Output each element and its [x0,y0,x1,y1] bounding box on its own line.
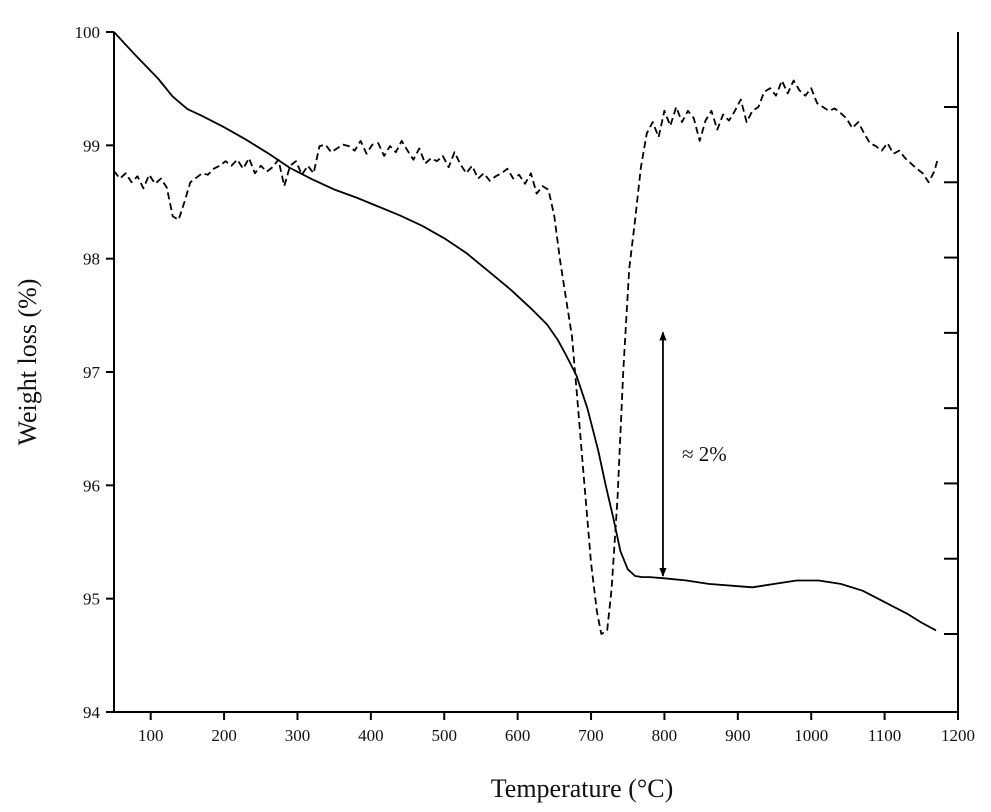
y-axis-title: Weight loss (%) [13,279,42,446]
x-tick-label: 900 [725,726,751,745]
x-tick-label: 1000 [794,726,828,745]
annotation-label: ≈ 2% [682,442,727,466]
dtg-dashed-line [113,79,939,635]
y-tick-label: 95 [83,590,100,609]
x-tick-label: 400 [358,726,384,745]
x-tick-label: 600 [505,726,531,745]
x-tick-label: 300 [285,726,311,745]
x-tick-label: 100 [138,726,164,745]
y-tick-label: 100 [75,23,101,42]
y-tick-label: 96 [83,476,100,495]
tg-solid-line [113,31,937,632]
annotations: ≈ 2% [659,331,727,577]
ticks: 100 200 300 400 500 600 700 800 900 1000 1100 1200 9… [75,23,976,745]
y-tick-label: 98 [83,250,100,269]
x-tick-label: 200 [211,726,237,745]
series [113,31,939,635]
x-axis-title: Temperature (°C) [491,774,674,803]
y-tick-label: 97 [83,363,101,382]
x-tick-label: 1100 [868,726,901,745]
x-tick-label: 1200 [941,726,975,745]
x-tick-label: 500 [432,726,458,745]
y-tick-label: 94 [83,703,101,722]
y-tick-label: 99 [83,136,100,155]
x-tick-label: 800 [652,726,678,745]
x-tick-label: 700 [578,726,604,745]
axes [113,32,959,713]
